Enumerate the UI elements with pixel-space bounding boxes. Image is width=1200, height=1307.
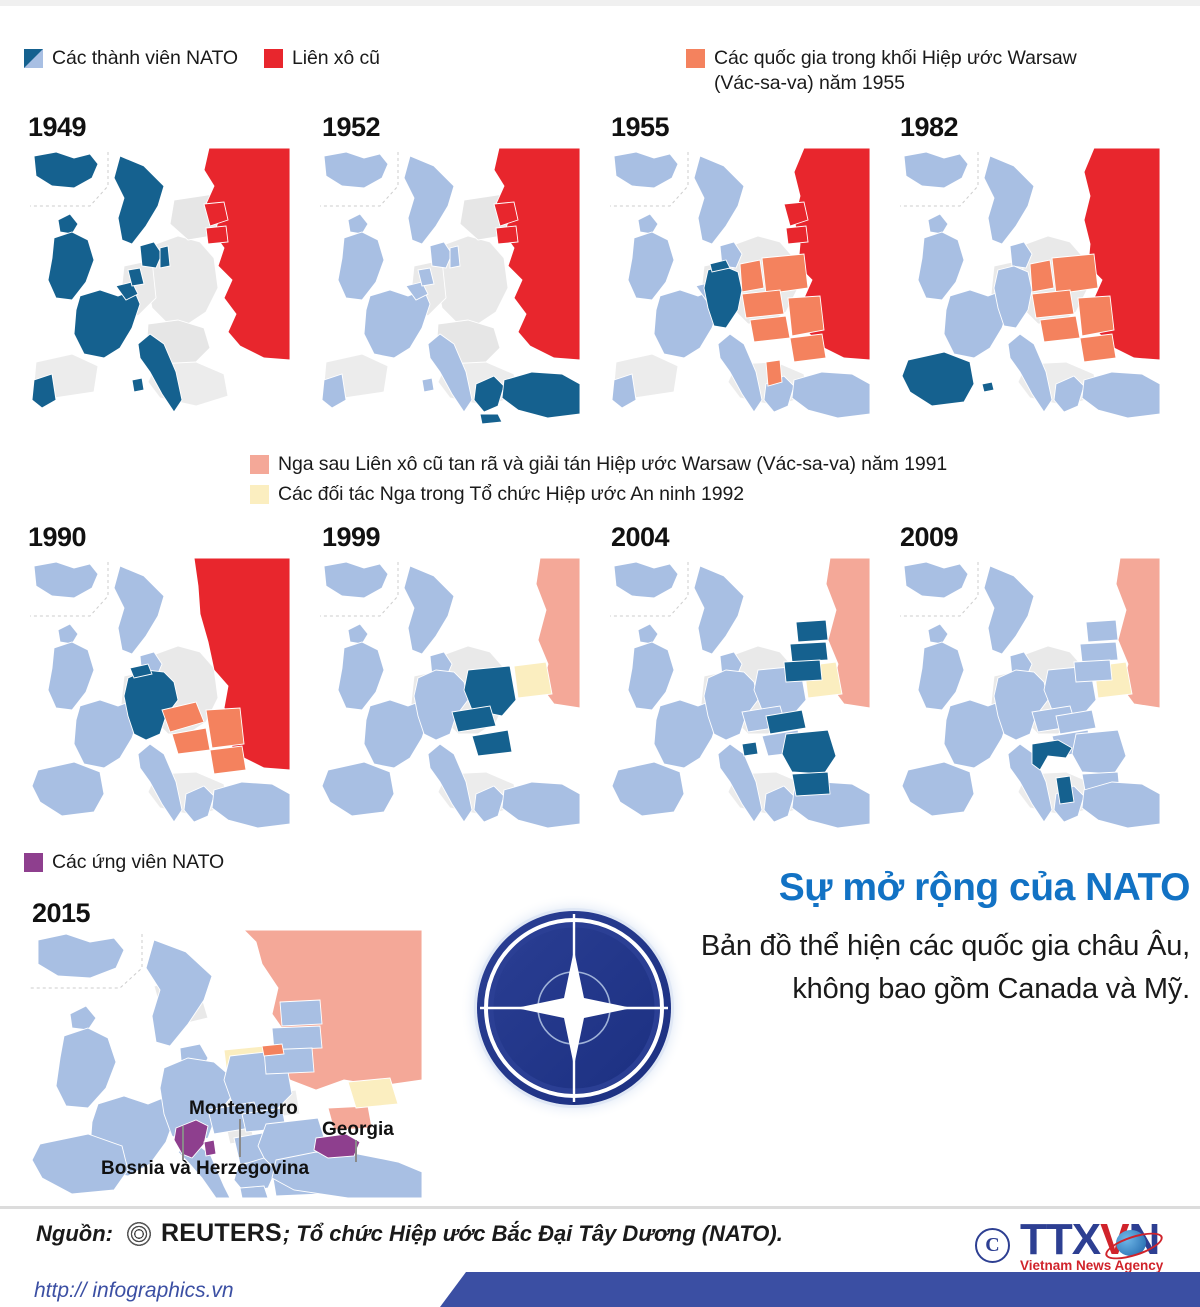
page-title: Sự mở rộng của NATO [778, 866, 1191, 909]
leader-line-bosnia [182, 1126, 184, 1160]
europe-map-2009 [898, 558, 1160, 836]
ttxvn-logo: C TTXVN Vietnam News Agency [975, 1215, 1166, 1273]
map-panel-1982 [898, 148, 1160, 426]
europe-map-1952 [318, 148, 580, 426]
url-bar [0, 1272, 1200, 1307]
year-label-1952: 1952 [322, 112, 381, 142]
map-label-georgia: Georgia [322, 1119, 394, 1140]
legend-top-left: Các thành viên NATO Liên xô cũ [24, 46, 406, 71]
leader-line-georgia [355, 1140, 357, 1162]
ttxvn-wordmark: TTXVN Vietnam News Agency [1020, 1215, 1166, 1273]
reuters-logo-icon [124, 1219, 153, 1248]
year-label-2004: 2004 [611, 522, 670, 552]
europe-map-1955 [608, 148, 870, 426]
source-attribution: Nguồn: REUTERS ; Tổ chức Hiệp ước Bắc Đạ… [36, 1219, 783, 1248]
legend-label: Nga sau Liên xô cũ tan rã và giải tán Hi… [278, 453, 948, 475]
square-icon [686, 49, 705, 68]
legend-label: Các quốc gia trong khối Hiệp ước Warsaw … [714, 47, 1077, 94]
legend-item-russia-post-1991: Nga sau Liên xô cũ tan rã và giải tán Hi… [250, 452, 947, 477]
year-label-2015: 2015 [32, 898, 91, 928]
legend-item-csto-partners: Các đối tác Nga trong Tổ chức Hiệp ước A… [250, 482, 744, 507]
legend-top-right: Các quốc gia trong khối Hiệp ước Warsaw … [686, 46, 1077, 96]
legend-label: Các ứng viên NATO [52, 851, 225, 873]
europe-map-1990 [28, 558, 290, 836]
map-panel-2004 [608, 558, 870, 836]
map-label-bosnia: Bosnia và Herzegovina [101, 1158, 310, 1179]
year-label-1990: 1990 [28, 522, 87, 552]
nato-compass-star-icon [460, 894, 688, 1122]
nato-emblem [458, 892, 690, 1124]
legend-item-nato-members: Các thành viên NATO [24, 46, 238, 71]
source-label: Nguồn: [36, 1220, 113, 1246]
map-panel-2009 [898, 558, 1160, 836]
legend-bottom: Các ứng viên NATO [24, 850, 224, 875]
europe-map-1999 [318, 558, 580, 836]
legend-item-warsaw-pact: Các quốc gia trong khối Hiệp ước Warsaw … [686, 46, 1077, 96]
legend-label: Liên xô cũ [291, 47, 380, 69]
legend-label: Các thành viên NATO [52, 47, 238, 69]
map-panel-1952 [318, 148, 580, 426]
source-detail: ; Tổ chức Hiệp ước Bắc Đại Tây Dương (NA… [282, 1220, 783, 1246]
map-panel-2015 [28, 930, 422, 1198]
legend-middle: Nga sau Liên xô cũ tan rã và giải tán Hi… [250, 452, 973, 507]
site-url[interactable]: http:// infographics.vn [34, 1279, 234, 1302]
legend-item-nato-candidates: Các ứng viên NATO [24, 850, 224, 875]
map-panel-1990 [28, 558, 290, 836]
legend-item-former-ussr: Liên xô cũ [263, 46, 380, 71]
split-blue-icon [24, 49, 43, 68]
copyright-icon: C [975, 1228, 1010, 1263]
year-label-1955: 1955 [611, 112, 670, 142]
europe-map-1949 [28, 148, 290, 426]
square-icon [24, 853, 43, 872]
square-icon [263, 49, 283, 68]
year-label-1949: 1949 [28, 112, 87, 142]
page-subtitle: Bản đồ thể hiện các quốc gia châu Âu, kh… [700, 930, 1190, 1005]
ttxvn-tagline: Vietnam News Agency [1020, 1258, 1164, 1273]
map-panel-1999 [318, 558, 580, 836]
legend-label: Các đối tác Nga trong Tổ chức Hiệp ước A… [278, 483, 744, 505]
europe-map-1982 [898, 148, 1160, 426]
url-tab [0, 1272, 466, 1307]
map-label-montenegro: Montenegro [189, 1098, 298, 1119]
year-label-1999: 1999 [322, 522, 381, 552]
square-icon [250, 485, 269, 504]
europe-map-2015 [28, 930, 422, 1198]
map-panel-1955 [608, 148, 870, 426]
footer-divider [0, 1206, 1200, 1209]
globe-icon [1116, 1230, 1146, 1256]
year-label-1982: 1982 [900, 112, 959, 142]
top-divider [0, 0, 1200, 6]
leader-line-montenegro [239, 1119, 241, 1157]
year-label-2009: 2009 [900, 522, 959, 552]
reuters-wordmark: REUTERS [160, 1219, 282, 1247]
square-icon [250, 455, 269, 474]
map-panel-1949 [28, 148, 290, 426]
europe-map-2004 [608, 558, 870, 836]
ttxvn-ttx: TTX [1020, 1215, 1101, 1264]
